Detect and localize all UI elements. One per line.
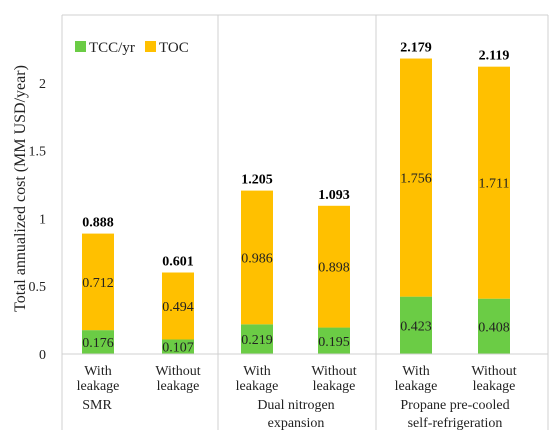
legend-label: TOC	[159, 40, 189, 56]
data-label-total: 0.888	[82, 216, 114, 231]
bar-segment-tcc	[318, 327, 350, 354]
bar-segment-toc	[241, 190, 273, 325]
data-label-tcc: 0.219	[241, 333, 273, 348]
data-label-toc: 0.712	[82, 276, 114, 291]
data-label-tcc: 0.408	[478, 320, 510, 335]
group-label-line: SMR	[82, 398, 112, 413]
bar-segment-tcc	[400, 296, 432, 354]
data-label-toc: 0.986	[241, 251, 273, 266]
x-category-label-line: leakage	[473, 379, 516, 394]
x-category-label-line: leakage	[157, 379, 200, 394]
x-category-label-line: leakage	[77, 379, 120, 394]
x-category-label: With leakage	[395, 364, 438, 394]
bar-segment-toc	[82, 233, 114, 331]
x-category-label: Without leakage	[471, 364, 516, 394]
data-label-tcc: 0.176	[82, 336, 114, 351]
x-category-label-line: Without	[155, 364, 200, 379]
x-category-label: With leakage	[77, 364, 120, 394]
bar-segment-tcc	[478, 298, 510, 354]
legend-label: TCC/yr	[89, 40, 135, 56]
bar-segment-tcc	[241, 324, 273, 354]
y-tick-label: 1.5	[29, 145, 47, 160]
bar-segment-toc	[318, 205, 350, 328]
x-category-label-line: Without	[471, 364, 516, 379]
bar-segment-toc	[162, 272, 194, 340]
y-tick-label: 1	[39, 212, 46, 227]
group-label-line: Dual nitrogen	[257, 398, 334, 413]
x-category-label-line: leakage	[395, 379, 438, 394]
x-category-label-line: Without	[311, 364, 356, 379]
bar-segment-toc	[400, 58, 432, 297]
data-label-total: 1.205	[241, 173, 273, 188]
data-label-toc: 0.494	[162, 300, 194, 315]
bar-segment-toc	[478, 66, 510, 299]
bar-segment-tcc	[82, 330, 114, 354]
x-category-label-line: leakage	[313, 379, 356, 394]
y-tick-label: 0	[39, 348, 46, 363]
data-label-tcc: 0.107	[162, 341, 194, 356]
data-label-toc: 0.898	[318, 261, 350, 276]
data-label-total: 2.179	[400, 41, 432, 56]
y-tick-label: 0.5	[29, 280, 47, 295]
group-label: Propane pre-cooled self-refrigeration	[400, 398, 509, 431]
y-tick-label: 2	[39, 77, 46, 92]
data-label-total: 0.601	[162, 255, 194, 270]
group-label-line: self-refrigeration	[408, 416, 503, 431]
bar-segment-tcc	[162, 339, 194, 354]
group-label-line: Propane pre-cooled	[400, 398, 509, 413]
data-label-total: 2.119	[479, 49, 510, 64]
legend-swatch	[145, 41, 156, 52]
x-category-label-line: With	[243, 364, 270, 379]
group-label: SMR	[82, 398, 112, 413]
x-category-label-line: leakage	[236, 379, 279, 394]
data-label-toc: 1.756	[400, 172, 432, 187]
legend-swatch	[75, 41, 86, 52]
x-category-label: Without leakage	[311, 364, 356, 394]
x-category-label-line: With	[84, 364, 111, 379]
data-label-total: 1.093	[318, 188, 350, 203]
data-label-toc: 1.711	[479, 177, 510, 192]
group-label: Dual nitrogen expansion	[257, 398, 334, 431]
group-label-line: expansion	[268, 416, 325, 431]
x-category-label-line: With	[402, 364, 429, 379]
data-label-tcc: 0.195	[318, 335, 350, 350]
x-category-label: With leakage	[236, 364, 279, 394]
data-label-tcc: 0.423	[400, 319, 432, 334]
y-axis-title: Total annualized cost (MM USD/year)	[12, 65, 29, 312]
x-category-label: Without leakage	[155, 364, 200, 394]
